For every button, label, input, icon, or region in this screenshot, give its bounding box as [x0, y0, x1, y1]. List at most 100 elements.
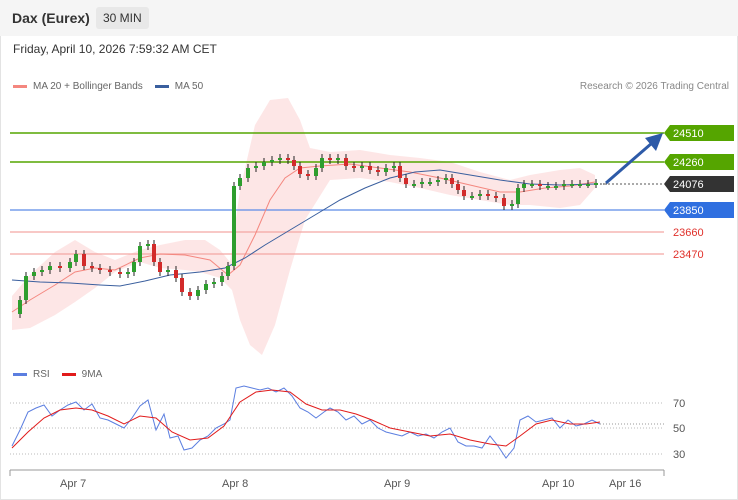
candle-body — [570, 184, 574, 186]
candle-body — [132, 262, 136, 272]
level-label-23470: 23470 — [673, 249, 704, 261]
candle-body — [180, 278, 184, 292]
candle-body — [502, 198, 506, 206]
candle-body — [158, 262, 162, 272]
candle-body — [578, 184, 582, 186]
candle-body — [516, 188, 520, 204]
level-label-23850: 23850 — [664, 202, 734, 218]
level-text: 24260 — [673, 157, 704, 169]
x-label-apr16: Apr 16 — [609, 478, 641, 490]
candle-body — [456, 184, 460, 190]
candle-body — [486, 194, 490, 196]
candle-body — [152, 244, 156, 262]
rsi-swatch — [13, 373, 27, 376]
rsi-legend-label: RSI — [33, 369, 50, 380]
level-text: 23850 — [673, 205, 704, 217]
candle-body — [292, 160, 296, 166]
candle-body — [204, 284, 208, 290]
candle-body — [146, 244, 150, 246]
candle-body — [392, 166, 396, 168]
candle-body — [562, 184, 566, 186]
candle-body — [404, 178, 408, 184]
forecast-arrow — [605, 141, 653, 185]
ma50-swatch — [154, 85, 169, 88]
x-label-apr7: Apr 7 — [60, 478, 86, 490]
rsi-tick-50: 50 — [673, 423, 685, 435]
candle-body — [328, 158, 332, 160]
candle-body — [278, 158, 282, 160]
ma9-swatch — [61, 373, 76, 376]
candle-body — [246, 168, 250, 178]
price-legend: MA 20 + Bollinger Bands MA 50 — [13, 81, 203, 92]
candle-body — [450, 178, 454, 184]
candle-body — [554, 186, 558, 188]
candle-body — [166, 270, 170, 272]
candle-body — [530, 184, 534, 186]
rsi-tick-70: 70 — [673, 398, 685, 410]
candle-body — [270, 160, 274, 162]
candle-body — [298, 166, 302, 174]
candle-body — [286, 158, 290, 160]
candle-body — [174, 270, 178, 278]
instrument-title: Dax (Eurex) — [12, 10, 90, 26]
candle-body — [314, 168, 318, 176]
candle-body — [32, 272, 36, 276]
candle-body — [436, 180, 440, 182]
candle-body — [546, 186, 550, 188]
candle-body — [360, 166, 364, 168]
candle-body — [336, 158, 340, 160]
candle-body — [376, 170, 380, 172]
level-text: 24076 — [673, 179, 704, 191]
interval-badge[interactable]: 30 MIN — [96, 7, 149, 29]
candle-body — [594, 183, 598, 185]
rsi-9ma-line — [11, 389, 601, 449]
candle-body — [478, 194, 482, 196]
candle-body — [126, 272, 130, 274]
candle-body — [212, 282, 216, 284]
level-label-24076: 24076 — [664, 176, 734, 192]
x-label-apr10: Apr 10 — [542, 478, 574, 490]
candle-body — [352, 166, 356, 168]
candle-body — [74, 254, 78, 262]
research-credit: Research © 2026 Trading Central — [579, 81, 729, 92]
candle-body — [238, 178, 242, 186]
x-label-apr8: Apr 8 — [222, 478, 248, 490]
candle-body — [470, 196, 474, 198]
candle-body — [510, 204, 514, 206]
rsi-tick-30: 30 — [673, 449, 685, 461]
candlestick-series — [18, 154, 598, 318]
candle-body — [98, 268, 102, 270]
candle-body — [226, 266, 230, 276]
candle-body — [18, 300, 22, 314]
candle-body — [118, 272, 122, 274]
candle-body — [68, 262, 72, 268]
candle-body — [40, 270, 44, 272]
candle-body — [384, 168, 388, 172]
candle-body — [428, 182, 432, 184]
candle-body — [538, 184, 542, 186]
level-label-24510: 24510 — [664, 125, 734, 141]
candle-body — [188, 292, 192, 296]
chart-header: Dax (Eurex) 30 MIN — [0, 0, 738, 36]
ma50-legend-label: MA 50 — [174, 81, 204, 92]
candle-body — [320, 158, 324, 168]
rsi-legend: RSI 9MA — [13, 369, 102, 380]
candle-body — [196, 290, 200, 296]
candle-body — [262, 162, 266, 166]
candle-body — [90, 266, 94, 268]
level-label-23660: 23660 — [673, 227, 704, 239]
candle-body — [232, 186, 236, 266]
candle-body — [412, 184, 416, 186]
timestamp: Friday, April 10, 2026 7:59:32 AM CET — [13, 42, 217, 56]
candle-body — [444, 178, 448, 180]
level-text: 24510 — [673, 128, 704, 140]
ma20-legend-label: MA 20 + Bollinger Bands — [33, 81, 143, 92]
candle-body — [254, 166, 258, 168]
candle-body — [420, 182, 424, 184]
bollinger-band — [12, 98, 595, 355]
candle-body — [24, 276, 28, 300]
ma20-swatch — [13, 85, 27, 88]
candle-body — [82, 254, 86, 266]
candle-body — [344, 158, 348, 166]
